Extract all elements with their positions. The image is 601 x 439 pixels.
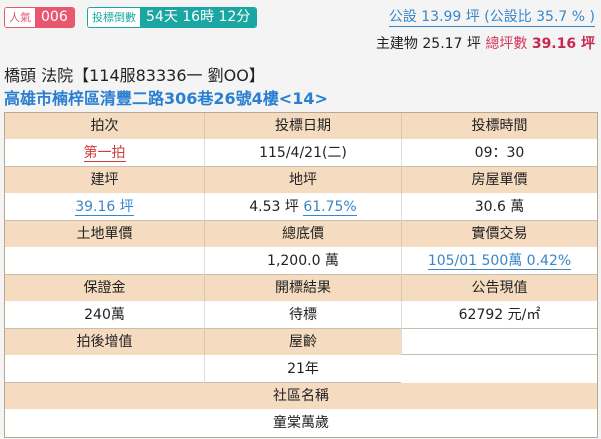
cell-land-unit-price bbox=[5, 247, 204, 275]
land-area-value: 4.53 坪 bbox=[249, 199, 299, 215]
cell-auction-round: 第一拍 bbox=[5, 139, 204, 167]
header-post-auction-gain: 拍後增值 bbox=[5, 329, 204, 355]
popularity-badge: 人氣 006 bbox=[4, 7, 75, 28]
header-bid-result: 開標結果 bbox=[204, 275, 401, 301]
cell-announced-value: 62792 元/㎡ bbox=[401, 301, 597, 329]
cell-community: 童棠萬歲 bbox=[273, 415, 329, 431]
header-bid-date: 投標日期 bbox=[204, 113, 401, 139]
header-land-unit-price: 土地單價 bbox=[5, 221, 204, 247]
cell-post-auction-gain bbox=[5, 355, 204, 383]
cell-land-area: 4.53 坪 61.75% bbox=[204, 193, 401, 221]
case-title: 橋頭 法院【114服83336一 劉OO】 bbox=[4, 66, 265, 85]
header-building-area: 建坪 bbox=[5, 167, 204, 193]
cell-deposit: 240萬 bbox=[5, 301, 204, 329]
cell-building-area: 39.16 坪 bbox=[5, 193, 204, 221]
cell-house-unit-price: 30.6 萬 bbox=[401, 193, 597, 221]
public-area-link[interactable]: 公設 13.99 坪 (公設比 35.7 % ) bbox=[388, 9, 595, 27]
countdown-label: 投標倒數 bbox=[88, 8, 140, 27]
cell-bid-time: 09：30 bbox=[401, 139, 597, 167]
header-land-area: 地坪 bbox=[204, 167, 401, 193]
countdown-value: 54天 16時 12分 bbox=[140, 8, 257, 27]
main-building: 主建物 25.17 坪 bbox=[375, 36, 481, 52]
auction-info-table: 拍次 投標日期 投標時間 第一拍 115/4/21(二) 09：30 建坪 地坪… bbox=[4, 112, 598, 438]
empty-cell bbox=[401, 329, 597, 355]
actual-trade-link[interactable]: 105/01 500萬 0.42% bbox=[427, 253, 572, 270]
cell-reserve-price: 1,200.0 萬 bbox=[204, 247, 401, 275]
building-area-link[interactable]: 39.16 坪 bbox=[75, 199, 134, 216]
header-announced-value: 公告現值 bbox=[401, 275, 597, 301]
total-area-value: 39.16 坪 bbox=[531, 36, 595, 52]
header-community: 社區名稱 bbox=[5, 383, 597, 409]
total-area-label: 總坪數 bbox=[485, 36, 528, 52]
header-actual-trade: 實價交易 bbox=[401, 221, 597, 247]
header-house-age: 屋齡 bbox=[204, 329, 401, 355]
cell-house-age: 21年 bbox=[204, 355, 401, 383]
header-reserve-price: 總底價 bbox=[204, 221, 401, 247]
auction-round-link[interactable]: 第一拍 bbox=[83, 145, 126, 162]
cell-actual-trade: 105/01 500萬 0.42% bbox=[401, 247, 597, 275]
popularity-label: 人氣 bbox=[5, 8, 35, 27]
header-house-unit-price: 房屋單價 bbox=[401, 167, 597, 193]
address-link[interactable]: 高雄市楠梓區清豐二路306巷26號4樓<14> bbox=[4, 89, 328, 108]
area-summary: 主建物 25.17 坪 總坪數 39.16 坪 bbox=[376, 36, 595, 53]
countdown-badge: 投標倒數 54天 16時 12分 bbox=[87, 7, 258, 28]
cell-bid-date: 115/4/21(二) bbox=[204, 139, 401, 167]
cell-bid-result: 待標 bbox=[204, 301, 401, 329]
popularity-value: 006 bbox=[35, 8, 74, 27]
header-deposit: 保證金 bbox=[5, 275, 204, 301]
land-area-pct-link[interactable]: 61.75% bbox=[303, 199, 357, 216]
header-auction-round: 拍次 bbox=[5, 113, 204, 139]
header-bid-time: 投標時間 bbox=[401, 113, 597, 139]
